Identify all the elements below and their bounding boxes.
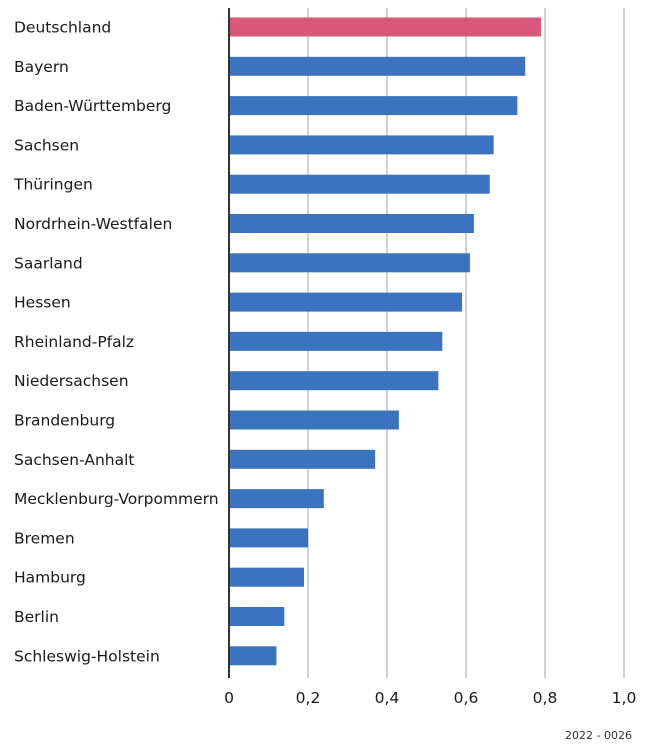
bar-baden-württemberg bbox=[229, 96, 518, 116]
bars bbox=[229, 17, 542, 666]
category-label: Thüringen bbox=[13, 176, 93, 194]
bar-nordrhein-westfalen bbox=[229, 214, 474, 233]
category-label: Schleswig-Holstein bbox=[14, 647, 160, 665]
bar-deutschland bbox=[229, 17, 542, 37]
x-tick-label: 0 bbox=[224, 689, 234, 707]
footnote: 2022 - 0026 bbox=[565, 729, 632, 742]
bar-rheinland-pfalz bbox=[229, 331, 443, 351]
category-label: Sachsen-Anhalt bbox=[14, 451, 135, 469]
category-label: Bayern bbox=[14, 58, 69, 76]
category-label: Niedersachsen bbox=[14, 372, 129, 390]
category-label: Mecklenburg-Vorpommern bbox=[14, 490, 219, 508]
x-tick-label: 0,6 bbox=[454, 689, 479, 707]
x-tick-label: 0,2 bbox=[296, 689, 321, 707]
bar-berlin bbox=[229, 607, 285, 626]
bar-schleswig-holstein bbox=[229, 646, 277, 666]
bar-niedersachsen bbox=[229, 371, 439, 391]
bar-mecklenburg-vorpommern bbox=[229, 489, 324, 509]
category-label: Berlin bbox=[14, 608, 59, 626]
bar-sachsen-anhalt bbox=[229, 449, 376, 469]
bar-saarland bbox=[229, 253, 470, 273]
x-tick-label: 1,0 bbox=[612, 689, 637, 707]
category-label: Hamburg bbox=[14, 569, 86, 587]
bar-hessen bbox=[229, 292, 463, 312]
category-label: Hessen bbox=[14, 294, 71, 312]
category-label: Brandenburg bbox=[14, 412, 115, 430]
bar-thüringen bbox=[229, 174, 490, 194]
bar-sachsen bbox=[229, 135, 494, 155]
bar-bayern bbox=[229, 56, 526, 76]
bar-brandenburg bbox=[229, 410, 399, 430]
bar-bremen bbox=[229, 528, 308, 548]
category-label: Nordrhein-Westfalen bbox=[14, 215, 172, 233]
x-tick-label: 0,4 bbox=[375, 689, 400, 707]
category-label: Baden-Württemberg bbox=[14, 97, 171, 115]
grid-lines bbox=[307, 8, 625, 678]
x-tick-label: 0,8 bbox=[533, 689, 558, 707]
category-labels: Deutschland Bayern Baden-Württemberg Sachse… bbox=[13, 19, 219, 666]
category-label: Saarland bbox=[14, 254, 83, 272]
x-tick-labels: 0 0,2 0,4 0,6 0,8 1,0 bbox=[224, 689, 636, 707]
category-label: Rheinland-Pfalz bbox=[14, 333, 134, 351]
bar-hamburg bbox=[229, 567, 305, 587]
category-label: Deutschland bbox=[14, 19, 111, 37]
category-label: Bremen bbox=[14, 529, 75, 547]
category-label: Sachsen bbox=[14, 136, 79, 154]
